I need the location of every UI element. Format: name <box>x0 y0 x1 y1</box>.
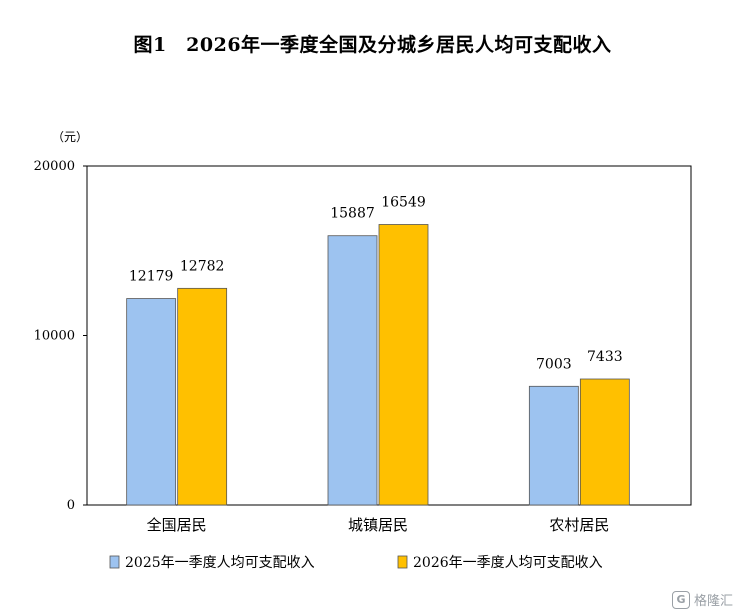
x-tick-label: 农村居民 <box>549 516 609 534</box>
bar <box>327 235 378 506</box>
legend: 2025年一季度人均可支配收入 2026年一季度人均可支配收入 <box>109 555 603 571</box>
bar <box>378 224 429 506</box>
bar <box>528 385 579 506</box>
x-axis-labels: 全国居民 城镇居民 农村居民 <box>147 516 610 534</box>
bar-value-label: 12179 <box>129 269 174 285</box>
bar <box>579 378 630 506</box>
x-tick-label: 城镇居民 <box>348 516 408 534</box>
value-labels-group: 12179 12782 15887 16549 7003 7433 <box>129 194 623 372</box>
y-tick-label: 10000 <box>34 329 75 344</box>
bar <box>177 287 228 506</box>
bar-value-label: 15887 <box>330 206 375 222</box>
chart-title: 图1 2026年一季度全国及分城乡居民人均可支配收入 <box>133 34 612 56</box>
bar-value-label: 12782 <box>180 258 225 274</box>
watermark-logo-icon: G <box>671 590 690 609</box>
y-tick-label: 20000 <box>34 159 75 174</box>
bar-value-label: 16549 <box>381 194 426 210</box>
legend-swatch <box>109 555 120 569</box>
bar-value-label: 7433 <box>587 349 623 365</box>
y-tick-label: 0 <box>67 498 75 513</box>
x-tick-label: 全国居民 <box>147 516 207 534</box>
bar <box>126 298 177 506</box>
legend-label: 2025年一季度人均可支配收入 <box>125 555 315 571</box>
legend-label: 2026年一季度人均可支配收入 <box>413 555 603 571</box>
watermark: G 格隆汇 <box>671 590 733 609</box>
watermark-text: 格隆汇 <box>693 594 733 609</box>
y-axis-ticks: 0 10000 20000 <box>34 159 87 513</box>
bars-group <box>126 224 630 506</box>
bar-value-label: 7003 <box>536 356 572 372</box>
y-axis-unit-label: （元） <box>52 130 88 144</box>
legend-swatch <box>397 555 408 569</box>
